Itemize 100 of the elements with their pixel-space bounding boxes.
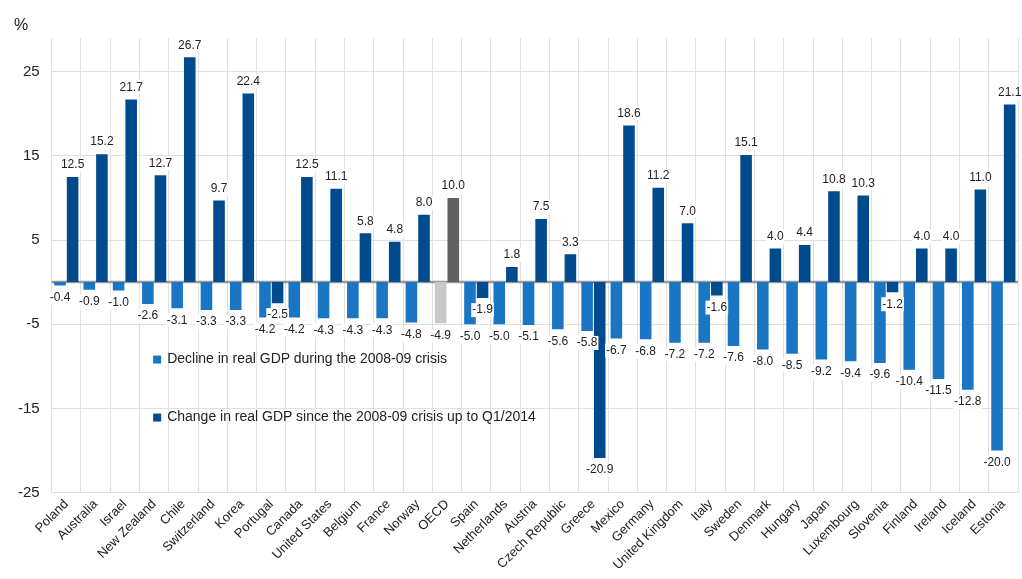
bar: [376, 282, 388, 319]
data-label: -9.4: [840, 365, 862, 380]
data-label: 4.0: [942, 228, 960, 243]
data-label: -3.3: [225, 314, 247, 329]
legend-label: Change in real GDP since the 2008-09 crisis up to Q1/2014: [167, 408, 536, 425]
bar: [610, 282, 623, 339]
data-label: 9.7: [210, 180, 228, 195]
bar: [815, 282, 828, 360]
data-label: 7.0: [679, 203, 697, 218]
data-label: -8.5: [781, 357, 803, 372]
bar: [623, 125, 635, 283]
data-label: 22.4: [236, 73, 261, 88]
data-label: -1.0: [108, 294, 130, 309]
bar: [506, 266, 518, 283]
data-label: -4.2: [283, 321, 305, 336]
bar: [476, 282, 489, 299]
data-label: 12.7: [148, 155, 173, 170]
bar: [711, 282, 723, 296]
bar: [418, 214, 430, 283]
data-label: -9.2: [811, 363, 833, 378]
bar: [434, 282, 447, 324]
bar: [522, 282, 535, 326]
data-label: 5.8: [357, 213, 375, 228]
bar: [125, 99, 137, 283]
bar: [112, 282, 125, 291]
data-label: -3.1: [166, 312, 188, 327]
data-label: -10.4: [895, 373, 924, 388]
bar: [844, 282, 857, 362]
data-label: -12.8: [954, 394, 982, 409]
data-label: 4.4: [796, 225, 814, 240]
legend-label: Decline in real GDP during the 2008-09 crisis: [167, 350, 448, 367]
bar: [213, 200, 225, 283]
data-label: -2.6: [137, 308, 159, 323]
data-label: 1.8: [503, 247, 521, 262]
data-label: -20.0: [983, 454, 1012, 469]
data-label: -9.6: [869, 367, 891, 382]
data-label: -7.6: [723, 350, 745, 365]
data-label: 12.5: [295, 157, 319, 172]
data-label: 10.0: [441, 178, 466, 193]
y-tick-label: 15: [22, 145, 40, 163]
bar: [301, 176, 313, 283]
data-label: -4.9: [430, 327, 452, 342]
bar: [405, 282, 418, 323]
bar: [828, 191, 840, 283]
bar: [552, 282, 564, 330]
bar: [271, 282, 284, 304]
data-label: 21.7: [119, 79, 144, 94]
bar: [493, 282, 506, 325]
data-label: -0.9: [78, 294, 100, 309]
bar: [171, 282, 183, 309]
bar: [669, 282, 681, 343]
data-label: 26.7: [178, 37, 202, 52]
data-label: -5.0: [459, 328, 481, 343]
bar: [757, 282, 769, 350]
data-label: -1.2: [882, 296, 904, 311]
bar: [916, 248, 928, 283]
data-label: 18.6: [617, 105, 641, 120]
data-label: -8.0: [752, 353, 774, 368]
data-label: 11.1: [324, 168, 348, 183]
data-label: -1.6: [706, 299, 728, 314]
bar: [903, 282, 916, 370]
bar: [83, 282, 96, 290]
y-tick-label: 25: [22, 61, 40, 79]
data-label: 11.0: [969, 169, 992, 184]
bar: [388, 241, 401, 283]
bar: [740, 155, 752, 283]
bar: [581, 282, 593, 331]
bar: [535, 218, 547, 283]
data-label: -4.8: [401, 326, 423, 341]
data-label: 21.1: [997, 84, 1022, 99]
y-tick-label: -15: [17, 398, 40, 416]
data-label: 4.8: [386, 222, 404, 237]
data-label: -7.2: [664, 347, 686, 362]
bar: [564, 254, 577, 283]
bar: [54, 282, 66, 286]
bar: [727, 282, 740, 347]
y-axis-title: %: [13, 16, 29, 34]
bar: [317, 282, 330, 319]
bar: [652, 187, 665, 283]
data-label: -3.3: [196, 314, 218, 329]
data-label: 7.5: [532, 199, 550, 214]
bar: [991, 282, 1003, 451]
bar: [154, 175, 167, 283]
data-label: -6.8: [635, 343, 657, 358]
bar: [932, 282, 945, 379]
bar: [961, 282, 974, 390]
data-label: -1.9: [472, 302, 494, 317]
data-label: 3.3: [562, 234, 580, 249]
data-label: 12.5: [60, 157, 85, 172]
data-label: -5.8: [576, 335, 598, 350]
data-label: -4.3: [342, 322, 364, 337]
bar: [359, 233, 372, 283]
data-label: 8.0: [415, 195, 433, 210]
data-label: -4.3: [313, 322, 335, 337]
data-label: -6.7: [606, 342, 628, 357]
bar: [96, 154, 108, 283]
data-label: -4.2: [254, 321, 276, 336]
bar: [798, 245, 811, 283]
bar: [447, 197, 460, 283]
data-label: 10.8: [822, 171, 846, 186]
